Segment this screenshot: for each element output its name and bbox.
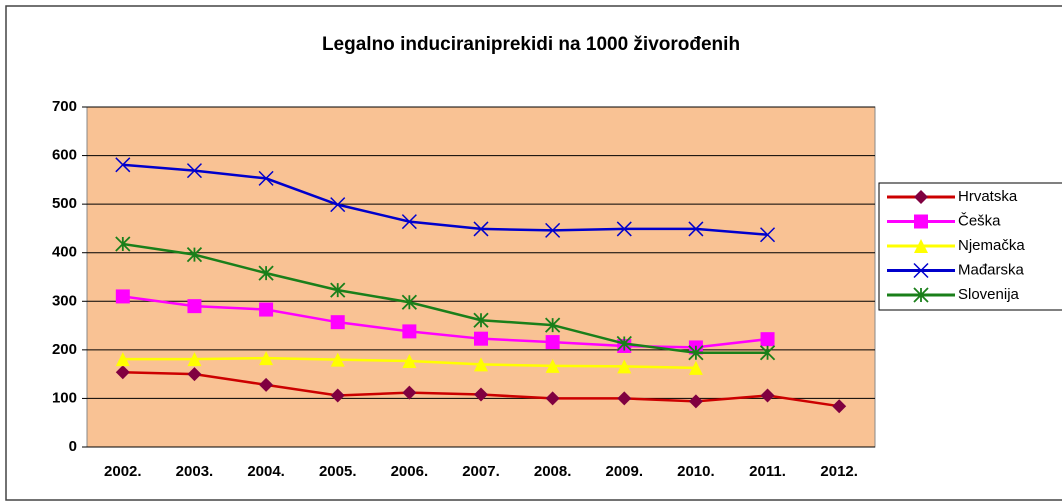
- y-tick-label: 700: [52, 98, 77, 115]
- marker: [616, 221, 632, 237]
- legend-label: Češka: [958, 212, 1001, 229]
- x-tick-label: 2005.: [319, 463, 357, 480]
- x-tick-label: 2011.: [749, 463, 786, 480]
- legend-marker: [913, 262, 929, 279]
- marker: [186, 163, 202, 179]
- marker: [115, 236, 131, 252]
- marker: [617, 391, 632, 406]
- x-tick-label: 2009.: [605, 463, 643, 480]
- marker: [688, 221, 704, 237]
- x-tick-label: 2008.: [534, 463, 572, 480]
- marker: [259, 377, 274, 392]
- marker: [688, 394, 703, 409]
- marker: [401, 294, 418, 310]
- marker: [473, 221, 489, 237]
- x-tick-label: 2004.: [247, 463, 285, 480]
- chart-title: Legalno induciraniprekidi na 1000 živoro…: [322, 34, 740, 55]
- y-tick-label: 400: [52, 244, 77, 261]
- y-tick-label: 100: [52, 389, 77, 406]
- legend-marker: [913, 287, 929, 303]
- marker: [617, 359, 632, 374]
- marker: [616, 335, 632, 352]
- series-line: [122, 295, 768, 349]
- marker: [760, 332, 775, 347]
- y-tick-label: 200: [52, 341, 77, 358]
- marker: [760, 388, 775, 403]
- legend-label: Mađarska: [958, 261, 1025, 278]
- marker: [545, 391, 560, 406]
- series-line: [122, 163, 768, 236]
- marker: [187, 299, 202, 314]
- marker: [832, 399, 847, 414]
- y-tick-label: 0: [69, 438, 77, 455]
- marker: [401, 214, 417, 230]
- x-tick-label: 2010.: [677, 463, 715, 480]
- marker: [330, 197, 346, 213]
- x-tick-label: 2007.: [462, 463, 500, 480]
- marker: [544, 317, 561, 333]
- marker: [187, 367, 202, 382]
- marker: [474, 387, 488, 402]
- marker: [259, 302, 274, 317]
- marker: [474, 331, 488, 346]
- y-tick-label: 600: [52, 147, 77, 164]
- legend-marker: [914, 190, 928, 204]
- marker: [330, 388, 345, 403]
- marker: [186, 247, 203, 263]
- marker: [258, 170, 274, 186]
- marker: [402, 324, 417, 339]
- marker: [115, 352, 130, 367]
- marker: [402, 385, 417, 400]
- marker: [760, 227, 776, 243]
- marker: [115, 157, 131, 173]
- y-tick-label: 500: [52, 195, 77, 212]
- marker: [330, 282, 346, 298]
- marker: [545, 358, 560, 373]
- marker: [187, 352, 202, 367]
- marker: [545, 335, 560, 350]
- marker: [545, 222, 561, 238]
- x-tick-label: 2002.: [104, 463, 142, 480]
- x-tick-label: 2003.: [176, 463, 214, 480]
- legend-label: Njemačka: [958, 237, 1025, 254]
- legend-marker: [914, 239, 928, 253]
- series-line: [122, 242, 768, 355]
- legend-label: Hrvatska: [958, 188, 1018, 205]
- marker: [259, 351, 274, 366]
- marker: [258, 265, 274, 281]
- marker: [330, 315, 345, 330]
- marker: [688, 345, 704, 361]
- legend-label: Slovenija: [958, 286, 1020, 303]
- marker: [115, 365, 130, 380]
- marker: [474, 357, 488, 372]
- marker: [759, 345, 776, 361]
- marker: [402, 354, 417, 369]
- marker: [115, 289, 130, 304]
- legend-marker: [914, 214, 928, 229]
- y-tick-label: 300: [52, 292, 77, 309]
- marker: [330, 352, 345, 367]
- x-tick-label: 2012.: [820, 463, 858, 480]
- x-tick-label: 2006.: [391, 463, 429, 480]
- marker: [688, 360, 703, 375]
- marker: [473, 312, 489, 328]
